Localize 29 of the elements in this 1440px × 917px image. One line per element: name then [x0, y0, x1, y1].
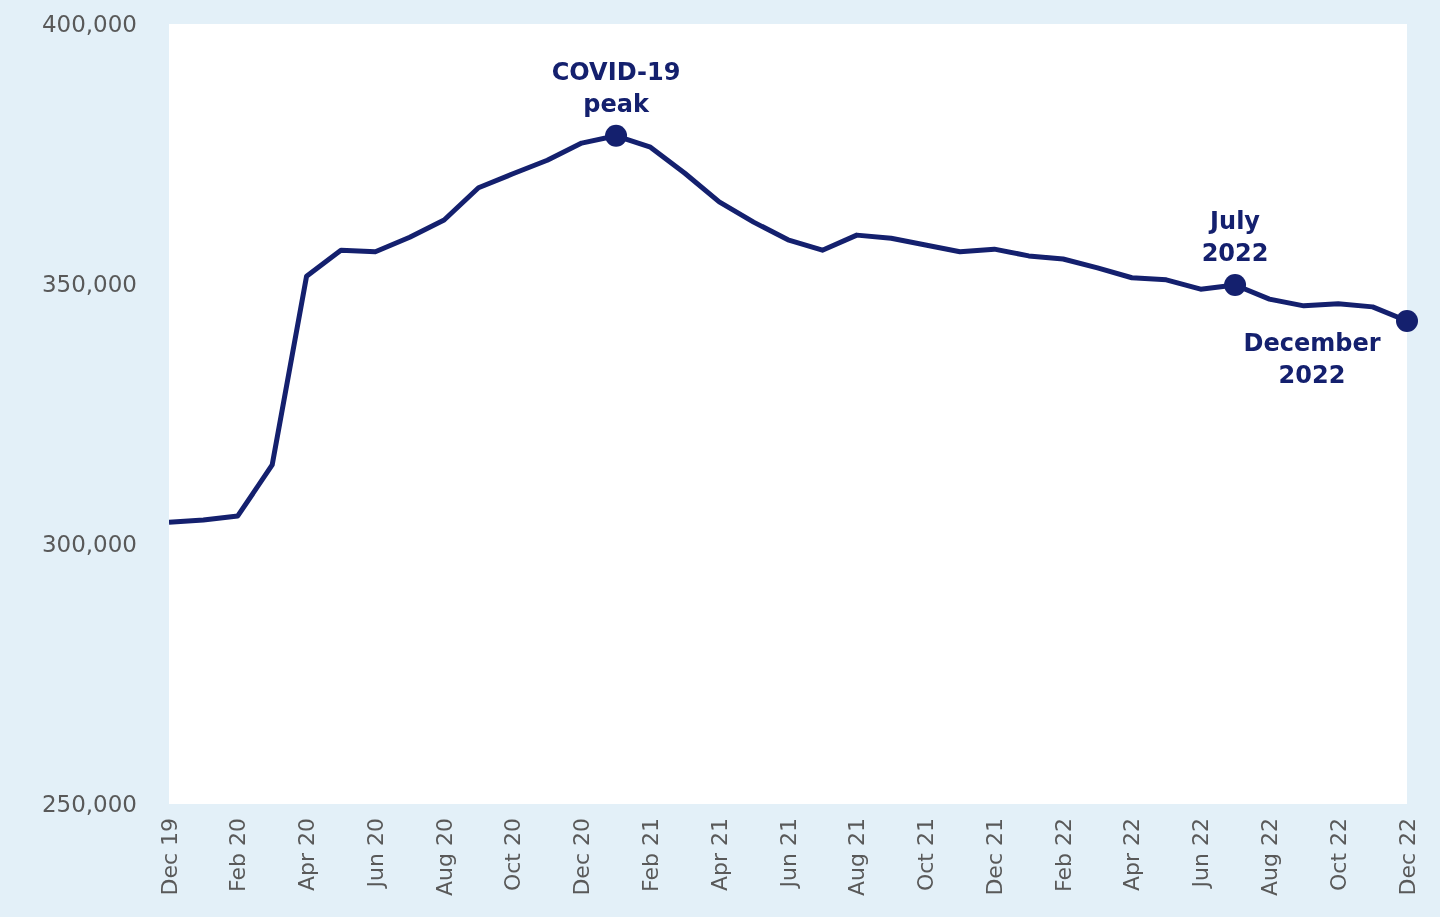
- y-tick-label: 350,000: [41, 271, 137, 297]
- x-tick-label: Apr 22: [1119, 818, 1145, 892]
- x-tick-label: Oct 21: [913, 818, 939, 892]
- x-tick-label: Feb 20: [225, 818, 251, 892]
- annotation: December 2022: [1243, 328, 1381, 389]
- x-tick-label: Feb 21: [637, 818, 663, 892]
- x-tick-label: Aug 22: [1256, 818, 1282, 896]
- y-tick-label: 300,000: [41, 531, 137, 557]
- y-tick-label: 250,000: [41, 791, 137, 817]
- x-tick-label: Jun 22: [1188, 818, 1214, 890]
- annotation: July 2022: [1201, 207, 1269, 268]
- x-tick-label: Oct 22: [1325, 818, 1351, 892]
- x-tick-label: Apr 21: [706, 818, 732, 892]
- x-tick-label: Dec 21: [981, 818, 1007, 896]
- point: [1224, 274, 1247, 297]
- x-tick-label: Apr 20: [294, 818, 320, 892]
- x-tick-label: Dec 22: [1394, 818, 1420, 896]
- point: [1396, 309, 1418, 332]
- x-tick-label: Dec 19: [156, 818, 182, 896]
- y-tick-label: 400,000: [41, 11, 137, 37]
- x-tick-label: Aug 20: [431, 818, 457, 896]
- x-tick-label: Dec 20: [569, 818, 595, 896]
- x-tick-label: Jun 20: [362, 818, 388, 890]
- x-tick-label: Jun 21: [775, 818, 801, 890]
- annotation: COVID-19 peak: [551, 57, 681, 118]
- point: [605, 124, 628, 147]
- x-tick-label: Feb 22: [1050, 818, 1076, 892]
- x-tick-label: Oct 20: [500, 818, 526, 892]
- x-tick-label: Aug 21: [844, 818, 870, 896]
